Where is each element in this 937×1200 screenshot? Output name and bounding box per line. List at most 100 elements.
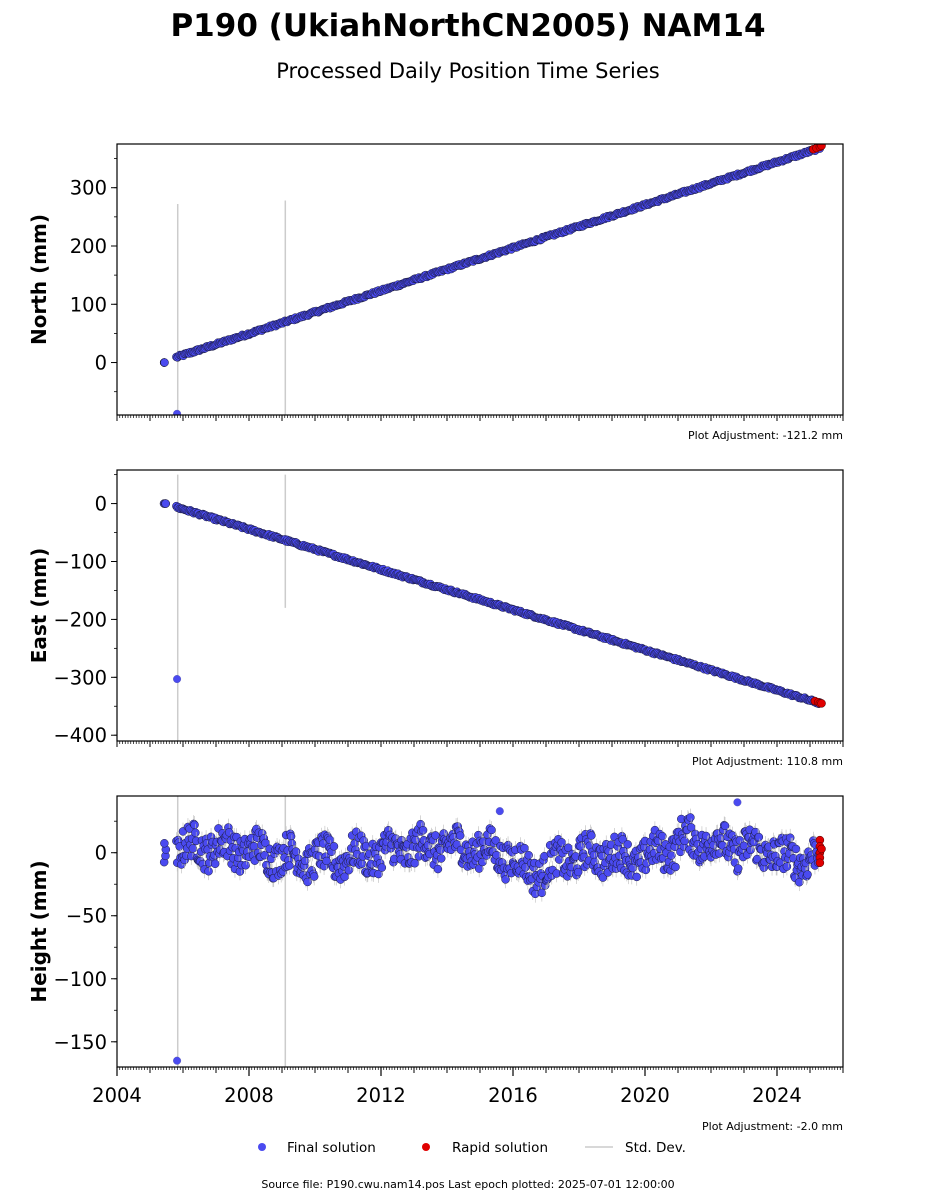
final-solution-point [520, 843, 529, 853]
final-solution-point [671, 862, 680, 872]
final-solution-point [191, 828, 200, 837]
rapid-solution-point [815, 858, 825, 868]
final-solution-point [190, 820, 199, 830]
plot-adjustment-note: Plot Adjustment: -2.0 mm [702, 1120, 843, 1133]
final-solution-point [436, 854, 446, 863]
y-tick-label: 300 [70, 177, 107, 200]
final-solution-point [433, 864, 443, 874]
final-solution-point [791, 844, 801, 854]
final-solution-point [487, 825, 496, 835]
final-solution-point [623, 840, 632, 849]
plot-adjustment-note: Plot Adjustment: -121.2 mm [688, 429, 843, 442]
final-solution-series [159, 499, 824, 708]
final-solution-point [598, 873, 608, 882]
final-solution-point [686, 813, 695, 822]
legend-final-marker [258, 1143, 266, 1151]
y-tick-label: 100 [70, 293, 107, 316]
final-solution-point [431, 831, 440, 840]
final-solution-point [241, 861, 250, 870]
legend: Final solution Rapid solution Std. Dev. [258, 1140, 686, 1156]
final-solution-series [159, 798, 824, 1065]
final-solution-point [286, 832, 296, 841]
final-solution-point [658, 831, 667, 841]
final-solution-point [291, 847, 301, 856]
plot-area [159, 796, 826, 1067]
y-tick-label: −150 [53, 1031, 107, 1054]
final-solution-point [587, 831, 596, 840]
final-solution-point [160, 358, 169, 367]
final-solution-point [285, 861, 294, 870]
legend-std-label: Std. Dev. [625, 1140, 686, 1156]
plot-frame [116, 469, 844, 742]
outlier-point [173, 675, 182, 684]
final-solution-point [720, 821, 730, 831]
y-axis-label: Height (mm) [27, 860, 51, 1002]
final-solution-point [377, 863, 387, 872]
x-tick-label: 2012 [356, 1084, 406, 1107]
legend-rapid-label: Rapid solution [452, 1140, 548, 1156]
final-solution-point [357, 859, 367, 868]
chart-subtitle: Processed Daily Position Time Series [276, 59, 660, 83]
outlier-point [495, 807, 504, 816]
y-tick-label: −300 [53, 666, 107, 689]
final-solution-point [733, 864, 743, 873]
final-solution-point [161, 499, 170, 508]
panel-2: 0 −100 −200 −300 −400 East (mm) Plot Adjustmen… [27, 469, 844, 768]
chart-title: P190 (UkiahNorthCN2005) NAM14 [170, 8, 765, 44]
final-solution-point [410, 859, 420, 868]
final-solution-point [524, 850, 533, 860]
rapid-solution-point [817, 144, 826, 150]
panel-1: 0 100 200 300 North (mm) Plot Adjustment: -12… [27, 143, 844, 442]
final-solution-point [573, 867, 583, 877]
final-solution-point [785, 833, 795, 842]
final-solution-point [204, 867, 213, 876]
outlier-point [173, 1056, 182, 1065]
y-axis-label: East (mm) [27, 548, 51, 664]
final-solution-point [501, 875, 510, 884]
plot-adjustment-note: Plot Adjustment: 110.8 mm [692, 755, 843, 768]
final-solution-point [795, 877, 804, 887]
y-tick-label: −400 [53, 724, 107, 747]
y-tick-label: −100 [53, 550, 107, 573]
final-solution-point [418, 825, 428, 835]
final-solution-point [537, 888, 547, 898]
y-tick-label: −200 [53, 608, 107, 631]
x-tick-label: 2008 [224, 1084, 274, 1107]
x-tick-label: 2024 [752, 1084, 802, 1107]
plot-area [159, 474, 826, 741]
final-solution-point [491, 836, 500, 845]
y-tick-label: 0 [95, 493, 107, 516]
final-solution-point [632, 872, 641, 882]
final-solution-point [210, 859, 220, 869]
final-solution-point [344, 865, 354, 875]
final-solution-point [309, 872, 319, 881]
y-tick-label: −100 [53, 968, 107, 991]
plot-frame [116, 143, 844, 416]
final-solution-point [628, 863, 637, 873]
x-tick-label: 2020 [620, 1084, 670, 1107]
final-solution-point [188, 844, 198, 853]
final-solution-point [667, 851, 676, 860]
final-solution-point [680, 836, 689, 846]
rapid-solution-point [817, 699, 826, 708]
outlier-point [173, 409, 182, 415]
y-tick-label: 200 [70, 235, 107, 258]
final-solution-point [322, 856, 331, 866]
y-tick-label: 0 [95, 842, 107, 865]
final-solution-point [329, 842, 339, 851]
final-solution-point [260, 850, 269, 860]
final-solution-series [159, 144, 824, 415]
legend-final-label: Final solution [287, 1140, 376, 1156]
rapid-solution-series [815, 835, 826, 868]
final-solution-point [300, 856, 310, 866]
final-solution-point [303, 877, 312, 887]
panel-3: 0 −50 −100 −150 2004 2008 2012 2016 2020 2024 Heig… [27, 795, 844, 1133]
final-solution-point [160, 839, 169, 848]
rapid-solution-series [809, 144, 826, 154]
final-solution-point [746, 845, 755, 855]
footer-source: Source file: P190.cwu.nam14.pos Last epo… [261, 1178, 674, 1191]
x-tick-label: 2016 [488, 1084, 538, 1107]
final-solution-point [782, 862, 792, 871]
rapid-solution-series [810, 696, 826, 708]
